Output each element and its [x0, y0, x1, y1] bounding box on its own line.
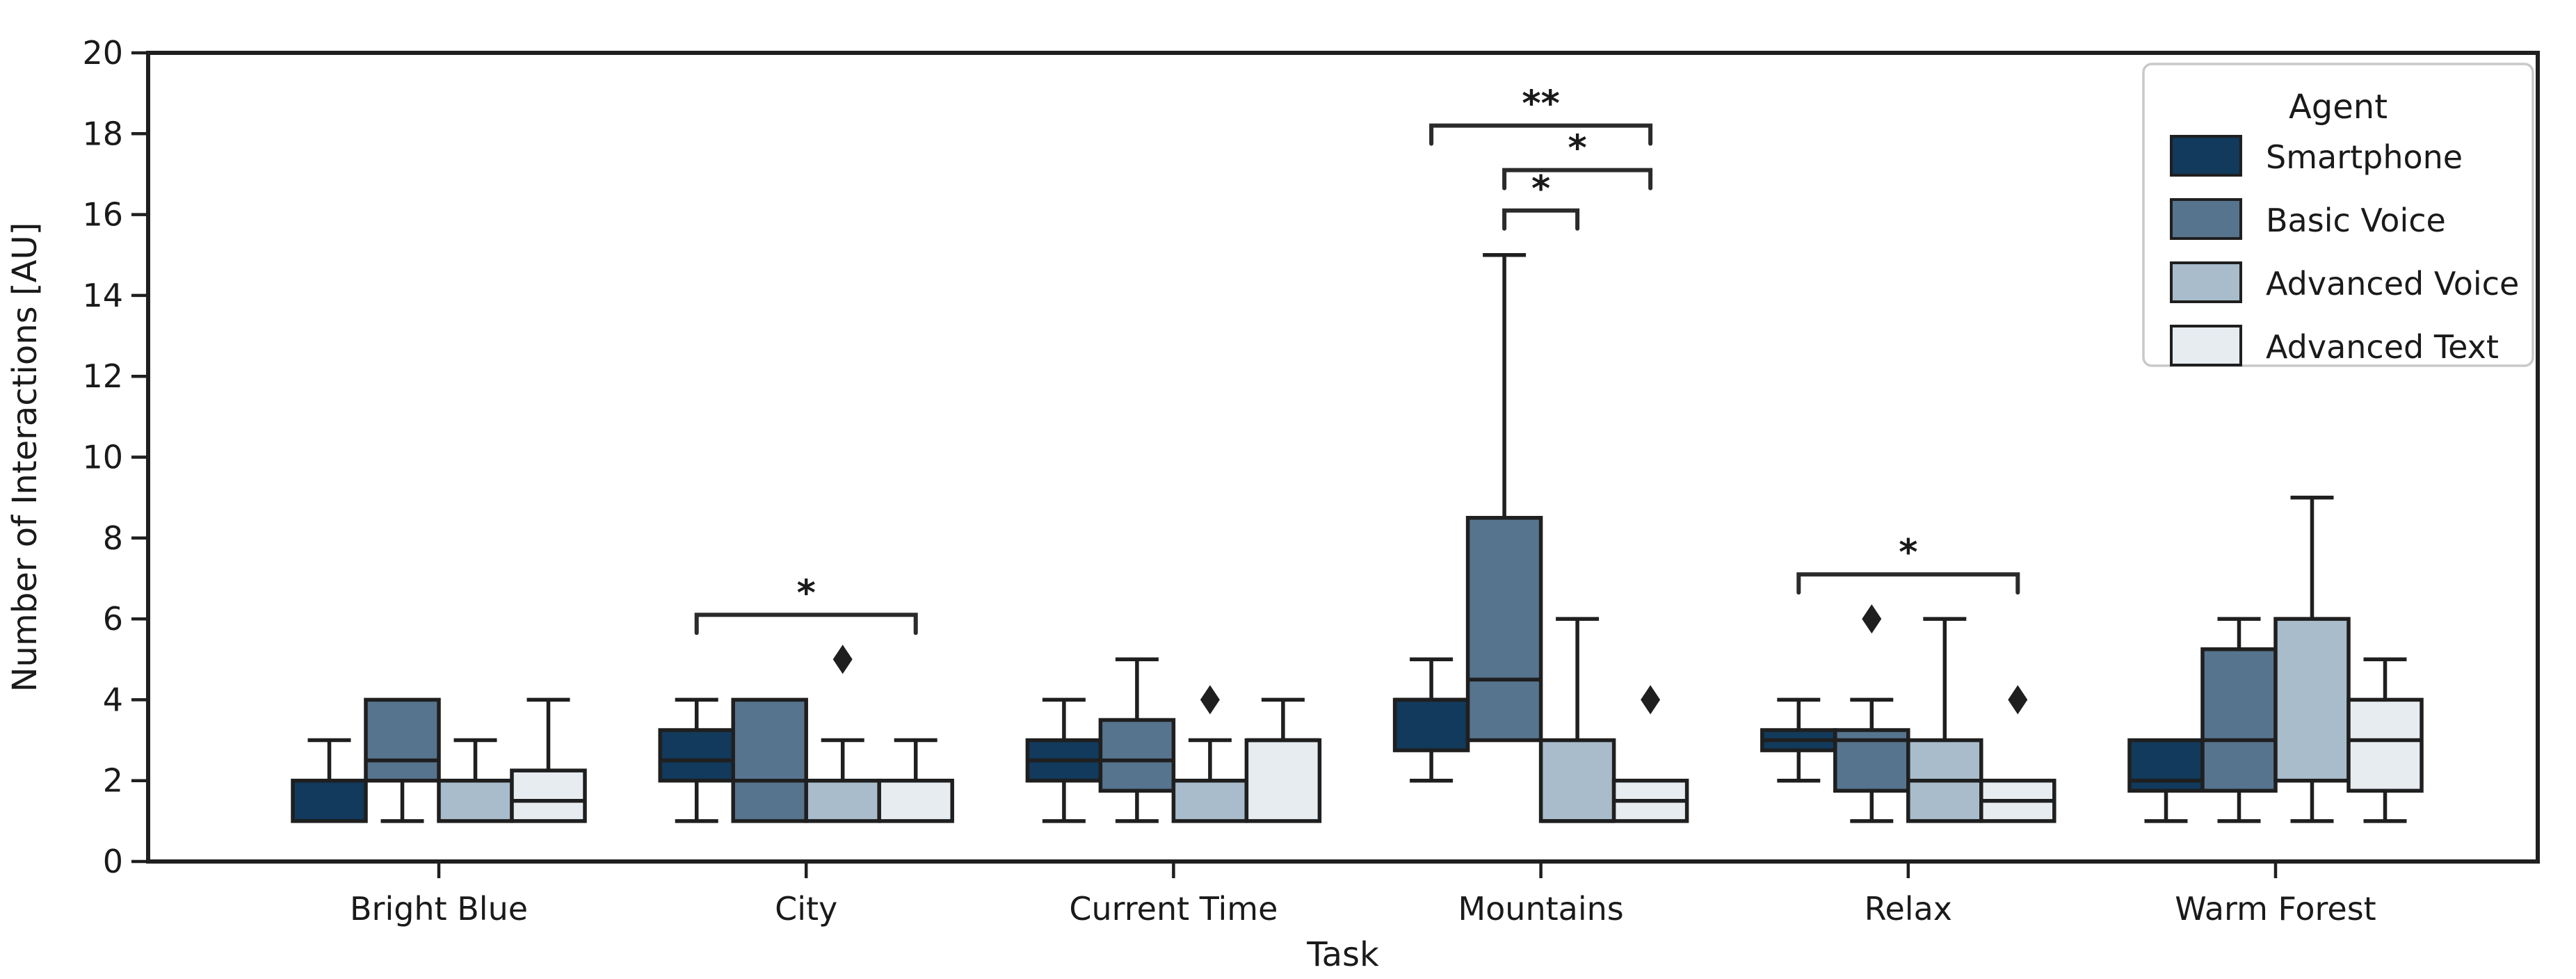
outlier-diamond-mountains-advanced-text	[1641, 685, 1661, 715]
task-group-relax	[1760, 604, 2056, 823]
box-city-advanced-voice	[804, 778, 881, 823]
y-axis-title: Number of Interactions [AU]	[6, 222, 45, 693]
x-tick-label-warm-forest: Warm Forest	[2175, 890, 2376, 928]
legend-label-basic-voice: Basic Voice	[2266, 202, 2446, 239]
box-mountains-advanced-voice	[1538, 738, 1616, 823]
x-tick-label-current-time: Current Time	[1069, 890, 1278, 928]
box-city-advanced-text	[877, 778, 954, 823]
legend-label-smartphone: Smartphone	[2266, 138, 2463, 176]
y-tick-label: 6	[103, 600, 123, 638]
sig-label: *	[1899, 532, 1917, 574]
task-group-bright-blue	[291, 697, 587, 823]
legend-title: Agent	[2289, 88, 2388, 127]
box-mountains-smartphone	[1392, 697, 1470, 752]
outlier-diamond-relax-basic-voice	[1862, 604, 1882, 634]
sig-bracket-line	[1796, 572, 2020, 595]
box-bright-blue-basic-voice	[364, 697, 441, 783]
task-group-mountains	[1392, 253, 1689, 823]
y-tick-label: 2	[103, 762, 123, 800]
box-bright-blue-advanced-voice	[437, 778, 514, 823]
legend-entry-basic-voice: Basic Voice	[2170, 198, 2446, 240]
box-warm-forest-smartphone	[2127, 738, 2205, 793]
legend-swatch-advanced-text	[2170, 325, 2242, 366]
task-group-warm-forest	[2127, 495, 2424, 823]
y-tick-label: 14	[82, 277, 123, 314]
box-current-time-advanced-text	[1244, 738, 1322, 823]
box-city-basic-voice	[731, 697, 808, 823]
y-tick-label: 10	[82, 439, 123, 476]
x-axis: Bright Blue City Current Time Mountains Rela…	[350, 861, 2376, 928]
y-tick-label: 20	[82, 34, 123, 72]
legend-entry-advanced-text: Advanced Text	[2170, 325, 2499, 366]
box-current-time-advanced-voice	[1171, 778, 1249, 823]
legend: Agent Smartphone Basic Voice Advanced Voice…	[2142, 63, 2534, 367]
sig-bracket-line	[1502, 208, 1580, 231]
sig-bracket-line	[1429, 123, 1653, 146]
box-warm-forest-advanced-voice	[2273, 617, 2351, 783]
x-tick-label-mountains: Mountains	[1458, 890, 1623, 928]
sig-label: **	[1522, 83, 1559, 125]
x-axis-title: Task	[1306, 935, 1379, 974]
box-city-smartphone	[658, 728, 735, 783]
box-mountains-basic-voice	[1465, 515, 1543, 743]
box-current-time-basic-voice	[1098, 718, 1176, 793]
y-axis: 0 2 4 6 8 10 12 14 16 18 20	[82, 34, 148, 880]
y-tick-label: 18	[82, 115, 123, 152]
sig-label: *	[1531, 168, 1550, 210]
box-bright-blue-advanced-text	[510, 768, 587, 823]
box-warm-forest-advanced-text	[2346, 697, 2424, 793]
task-group-city	[658, 645, 954, 823]
sig-bracket-mountains-2: *	[1502, 128, 1653, 191]
sig-bracket-city-0: *	[694, 572, 918, 636]
x-tick-label-relax: Relax	[1865, 890, 1952, 928]
legend-swatch-smartphone	[2170, 135, 2242, 177]
sig-bracket-relax-4: *	[1796, 532, 2020, 595]
legend-swatch-advanced-voice	[2170, 261, 2242, 303]
outlier-diamond-relax-advanced-text	[2008, 685, 2028, 715]
outlier-diamond-current-time-advanced-voice	[1200, 685, 1220, 715]
sig-label: *	[1568, 128, 1586, 170]
sig-label: *	[797, 572, 816, 614]
y-tick-label: 16	[82, 196, 123, 234]
x-tick-label-bright-blue: Bright Blue	[350, 890, 528, 928]
box-bright-blue-smartphone	[291, 778, 368, 823]
y-tick-label: 12	[82, 357, 123, 395]
y-tick-label: 8	[103, 519, 123, 557]
sig-bracket-line	[694, 613, 918, 636]
legend-entry-advanced-voice: Advanced Voice	[2170, 261, 2519, 303]
y-tick-label: 0	[103, 843, 123, 880]
sig-bracket-line	[1502, 168, 1653, 191]
legend-label-advanced-voice: Advanced Voice	[2266, 265, 2519, 302]
y-tick-label: 4	[103, 681, 123, 718]
sig-bracket-mountains-1: **	[1429, 83, 1653, 146]
sig-bracket-mountains-3: *	[1502, 168, 1580, 231]
box-warm-forest-basic-voice	[2200, 647, 2278, 793]
task-group-current-time	[1025, 657, 1322, 823]
outlier-diamond-city-advanced-voice	[832, 645, 853, 674]
legend-entry-smartphone: Smartphone	[2170, 135, 2463, 177]
legend-label-advanced-text: Advanced Text	[2266, 328, 2499, 366]
legend-swatch-basic-voice	[2170, 198, 2242, 240]
x-tick-label-city: City	[775, 890, 837, 928]
